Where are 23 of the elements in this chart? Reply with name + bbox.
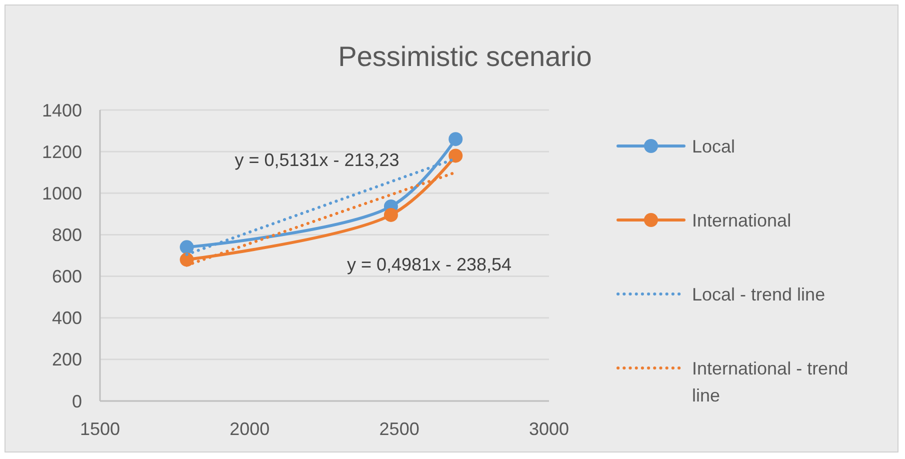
annotation: y = 0,5131x - 213,23 xyxy=(234,150,400,170)
legend-label: Local xyxy=(692,136,736,156)
y-tick-label: 800 xyxy=(52,225,82,246)
legend-label: International - trend line xyxy=(692,358,848,406)
x-tick-label: 1500 xyxy=(80,419,120,439)
x-tick-label: 2000 xyxy=(230,419,270,439)
legend-label: International xyxy=(692,210,792,230)
y-tick-label: 1200 xyxy=(42,142,82,162)
x-tick-label: 2500 xyxy=(379,419,420,439)
y-tick-label: 1400 xyxy=(42,100,82,120)
y-tick-label: 600 xyxy=(52,266,82,287)
x-tick-label: 3000 xyxy=(528,419,570,439)
legend-label: Local - trend line xyxy=(692,284,826,304)
y-tick-label: 200 xyxy=(52,350,82,370)
y-tick-label: 400 xyxy=(52,308,82,328)
y-tick-label: 1000 xyxy=(42,183,82,204)
chart-title: Pessimistic scenario xyxy=(338,41,592,72)
annotation: y = 0,4981x - 238,54 xyxy=(346,254,512,275)
point xyxy=(180,240,194,254)
y-tick-label: 0 xyxy=(72,391,82,412)
point xyxy=(448,148,463,163)
point xyxy=(384,208,398,222)
point xyxy=(448,132,463,146)
